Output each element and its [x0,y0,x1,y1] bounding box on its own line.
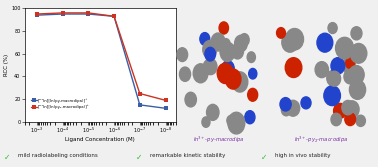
Circle shape [222,39,230,50]
Circle shape [217,63,233,84]
Circle shape [351,27,362,40]
Circle shape [315,62,328,78]
Circle shape [247,52,256,62]
Circle shape [217,64,232,83]
Circle shape [227,116,235,125]
Circle shape [203,40,217,58]
Circle shape [317,33,333,52]
Circle shape [344,51,354,63]
Circle shape [343,60,354,73]
Circle shape [235,35,247,52]
Circle shape [281,104,291,116]
Circle shape [205,47,215,61]
Circle shape [249,68,257,79]
Circle shape [342,100,354,115]
Text: In$^{3+}$-py-macrodipa: In$^{3+}$-py-macrodipa [194,134,245,145]
Circle shape [334,103,346,118]
Circle shape [349,66,364,84]
Circle shape [194,69,202,79]
Circle shape [240,34,249,46]
Circle shape [350,43,367,63]
Circle shape [346,57,355,69]
Circle shape [185,92,197,107]
Text: ✓: ✓ [136,153,143,162]
Circle shape [245,111,255,124]
Circle shape [248,88,258,101]
Circle shape [336,37,353,59]
Circle shape [228,112,245,134]
Circle shape [324,86,341,106]
Circle shape [177,48,187,61]
Circle shape [344,69,356,84]
Circle shape [202,117,210,127]
Text: ✓: ✓ [4,153,10,162]
Circle shape [180,67,191,81]
Circle shape [328,23,337,34]
Circle shape [345,101,359,118]
Legend: [¹¹¹In][In(py-macrodipa)]⁺, [¹¹¹In][In(py₂-macrodipa)]⁺: [¹¹¹In][In(py-macrodipa)]⁺, [¹¹¹In][In(p… [29,97,91,111]
Circle shape [277,28,285,38]
Text: mild radiolabeling conditions: mild radiolabeling conditions [18,153,98,158]
Circle shape [222,61,234,77]
Circle shape [193,64,208,83]
Text: ✓: ✓ [261,153,267,162]
Text: In$^{3+}$-py$_2$-macrodipa: In$^{3+}$-py$_2$-macrodipa [294,134,349,145]
Circle shape [220,42,235,61]
Circle shape [328,71,341,86]
Circle shape [225,69,241,89]
Circle shape [211,33,225,51]
Circle shape [206,104,219,120]
Circle shape [331,113,341,126]
Circle shape [285,58,302,77]
Circle shape [204,59,217,75]
X-axis label: Ligand Concentration (M): Ligand Concentration (M) [65,137,135,142]
Circle shape [203,60,214,74]
Circle shape [345,113,356,126]
Y-axis label: RCC (%): RCC (%) [4,54,9,76]
Circle shape [219,22,228,34]
Circle shape [301,97,311,109]
Circle shape [356,115,366,126]
Circle shape [232,72,248,92]
Circle shape [232,44,243,59]
Circle shape [349,80,366,99]
Circle shape [280,98,291,111]
Circle shape [282,33,298,52]
Text: high in vivo stability: high in vivo stability [275,153,330,158]
Circle shape [200,33,210,45]
Circle shape [287,100,300,116]
Circle shape [327,70,340,86]
Circle shape [331,58,345,74]
Circle shape [286,29,304,50]
Text: remarkable kinetic stability: remarkable kinetic stability [150,153,225,158]
